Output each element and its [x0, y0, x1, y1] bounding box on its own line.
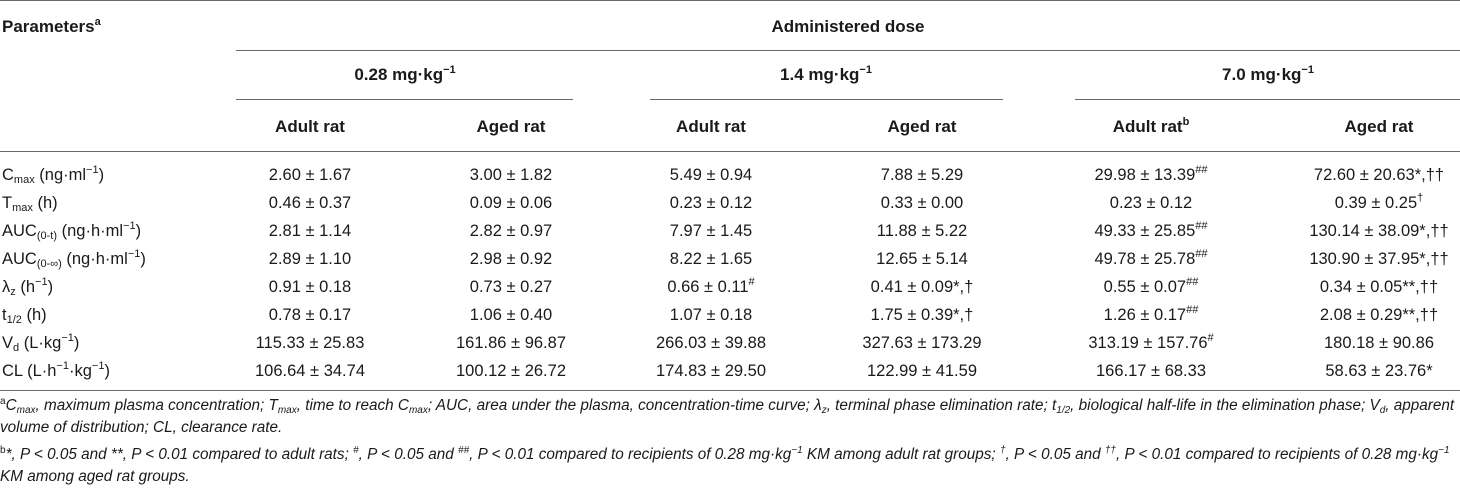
table-cell: 0.78 ± 0.17: [268, 306, 352, 324]
table-cell: 1.26 ± 0.17##: [1103, 304, 1199, 325]
dose-group-header-2: 1.4 mg·kg−1: [780, 64, 872, 85]
table-cell: 49.33 ± 25.85##: [1094, 220, 1208, 241]
column-header-adult-low: Adult rat: [275, 117, 345, 136]
table-cell: 1.75 ± 0.39*,†: [870, 306, 974, 324]
table-cell: 266.03 ± 39.88: [656, 334, 766, 352]
column-header-rule: [0, 151, 1460, 152]
administered-dose-header: Administered dose: [771, 17, 925, 36]
row-parameter-label: Cmax (ng·ml−1): [2, 164, 105, 186]
table-cell: 2.98 ± 0.92: [469, 250, 553, 268]
footnote-b: b*, P < 0.05 and **, P < 0.01 compared t…: [0, 445, 1450, 486]
table-cell: 0.39 ± 0.25†: [1334, 192, 1424, 213]
table-cell: 0.23 ± 0.12: [1109, 194, 1193, 212]
column-header-aged-high: Aged rat: [1344, 117, 1414, 136]
table-cell: 29.98 ± 13.39##: [1094, 164, 1208, 185]
table-cell: 130.14 ± 38.09*,††: [1309, 222, 1449, 240]
table-cell: 0.66 ± 0.11#: [667, 276, 755, 297]
table-cell: 0.41 ± 0.09*,†: [870, 278, 974, 296]
row-parameter-label: Tmax (h): [2, 194, 58, 214]
table-cell: 0.23 ± 0.12: [669, 194, 753, 212]
table-cell: 106.64 ± 34.74: [255, 362, 365, 380]
table-cell: 327.63 ± 173.29: [862, 334, 982, 352]
table-cell: 0.55 ± 0.07##: [1103, 276, 1199, 297]
table-cell: 2.82 ± 0.97: [469, 222, 553, 240]
dose-group-rule-2: [650, 99, 1003, 100]
table-cell: 161.86 ± 96.87: [456, 334, 566, 352]
table-bottom-rule: [0, 390, 1460, 391]
table-cell: 122.99 ± 41.59: [867, 362, 977, 380]
table-cell: 0.09 ± 0.06: [469, 194, 553, 212]
dose-group-header-3: 7.0 mg·kg−1: [1222, 64, 1314, 85]
column-header-adult-high: Adult ratb: [1112, 116, 1190, 137]
table-top-rule: [0, 0, 1460, 1]
table-cell: 2.60 ± 1.67: [268, 166, 352, 184]
table-cell: 0.91 ± 0.18: [268, 278, 352, 296]
table-cell: 8.22 ± 1.65: [669, 250, 753, 268]
table-cell: 115.33 ± 25.83: [255, 334, 365, 352]
parameters-header: Parametersa: [2, 16, 101, 37]
table-cell: 7.97 ± 1.45: [669, 222, 753, 240]
table-cell: 72.60 ± 20.63*,††: [1313, 166, 1445, 184]
dose-group-header-1: 0.28 mg·kg−1: [354, 64, 456, 85]
table-cell: 58.63 ± 23.76*: [1325, 362, 1433, 380]
footnote-a: aCmax, maximum plasma concentration; Tma…: [0, 396, 1455, 437]
table-cell: 2.89 ± 1.10: [268, 250, 352, 268]
table-cell: 1.07 ± 0.18: [669, 306, 753, 324]
row-parameter-label: CL (L·h−1·kg−1): [2, 360, 110, 381]
row-parameter-label: t1/2 (h): [2, 306, 47, 326]
table-cell: 2.08 ± 0.29**,††: [1319, 306, 1439, 324]
table-cell: 313.19 ± 157.76#: [1088, 332, 1214, 353]
row-parameter-label: λz (h−1): [2, 276, 54, 298]
table-cell: 174.83 ± 29.50: [656, 362, 766, 380]
table-cell: 11.88 ± 5.22: [876, 222, 968, 240]
table-cell: 1.06 ± 0.40: [469, 306, 553, 324]
table-cell: 130.90 ± 37.95*,††: [1309, 250, 1449, 268]
table-cell: 0.33 ± 0.00: [880, 194, 964, 212]
column-header-adult-mid: Adult rat: [676, 117, 746, 136]
column-header-aged-low: Aged rat: [476, 117, 546, 136]
dose-group-rule-1: [236, 99, 573, 100]
table-cell: 100.12 ± 26.72: [456, 362, 566, 380]
row-parameter-label: AUC(0-t) (ng·h·ml−1): [2, 220, 142, 242]
table-cell: 7.88 ± 5.29: [880, 166, 964, 184]
row-parameter-label: AUC(0-∞) (ng·h·ml−1): [2, 248, 146, 270]
table-cell: 166.17 ± 68.33: [1096, 362, 1206, 380]
table-cell: 49.78 ± 25.78##: [1094, 248, 1208, 269]
admin-dose-rule: [236, 50, 1460, 51]
dose-group-rule-3: [1075, 99, 1460, 100]
table-cell: 5.49 ± 0.94: [669, 166, 753, 184]
table-cell: 3.00 ± 1.82: [469, 166, 553, 184]
table-cell: 12.65 ± 5.14: [876, 250, 968, 268]
table-cell: 2.81 ± 1.14: [268, 222, 352, 240]
table-cell: 180.18 ± 90.86: [1324, 334, 1434, 352]
table-cell: 0.34 ± 0.05**,††: [1319, 278, 1439, 296]
row-parameter-label: Vd (L·kg−1): [2, 332, 80, 354]
table-cell: 0.46 ± 0.37: [268, 194, 352, 212]
table-cell: 0.73 ± 0.27: [469, 278, 553, 296]
column-header-aged-mid: Aged rat: [887, 117, 957, 136]
